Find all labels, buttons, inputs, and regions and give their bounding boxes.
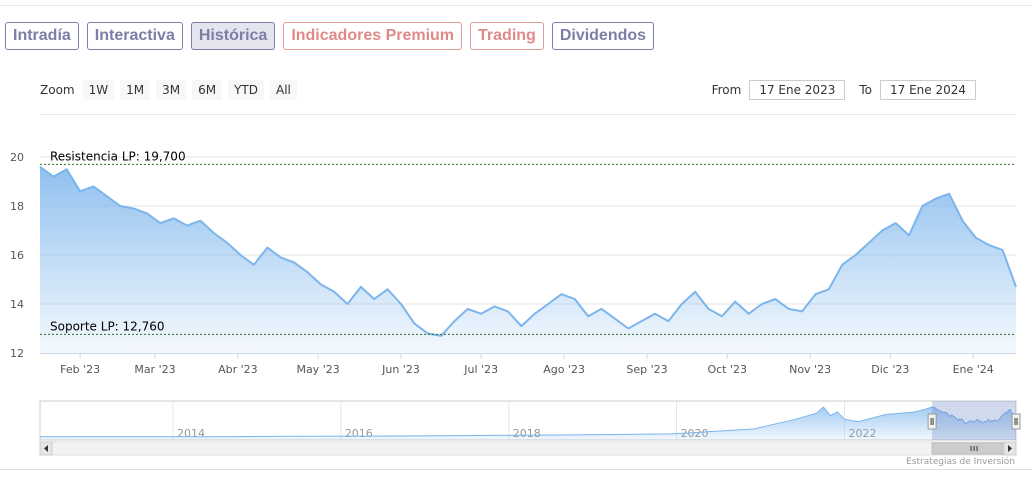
zoom-3m-button[interactable]: 3M [156,80,187,100]
bottom-border [0,469,1032,470]
x-axis-labels: Feb '23 Mar '23 Abr '23 May '23 Jun '23 Jul '… [60,353,994,376]
zoom-6m-button[interactable]: 6M [192,80,223,100]
from-date-input[interactable]: 17 Ene 2023 [749,80,846,100]
resistance-label: Resistencia LP: 19,700 [50,149,186,163]
date-range: From 17 Ene 2023 To 17 Ene 2024 [698,80,976,100]
tab-histórica[interactable]: Histórica [190,22,276,50]
top-border [0,5,1032,6]
x-tick-label: Feb '23 [60,363,100,376]
plot-area [39,165,1017,353]
tab-trading[interactable]: Trading [470,22,544,50]
to-label: To [859,83,872,97]
chart-tabs: Intradía Interactiva Histórica Indicadores … [5,22,655,50]
x-tick-label: Mar '23 [134,363,175,376]
x-tick-label: Jul '23 [463,363,498,376]
scrollbar-track [39,441,1017,456]
x-tick-label: Abr '23 [218,363,258,376]
support-label: Soporte LP: 12,760 [50,319,165,333]
zoom-1w-button[interactable]: 1W [82,80,115,100]
tab-dividendos[interactable]: Dividendos [551,22,655,50]
handle-body [927,413,937,430]
price-line [39,165,1017,337]
y-axis-labels: 12 14 16 18 20 [10,151,24,360]
x-tick-label: Ago '23 [543,363,585,376]
price-area [40,166,1016,353]
x-tick-label: Nov '23 [789,363,831,376]
arrow-left-icon [44,445,48,452]
y-tick-label: 18 [10,200,24,213]
navigator-right-handle[interactable] [1011,413,1021,430]
to-date-input[interactable]: 17 Ene 2024 [879,80,976,100]
navigator-left-handle[interactable] [927,413,937,430]
navigator-line [39,406,1017,438]
navigator-area [40,406,1016,440]
level-lines: Resistencia LP: 19,700 Soporte LP: 12,760 [40,149,1016,335]
y-tick-label: 14 [10,298,24,311]
tab-indicadores-premium[interactable]: Indicadores Premium [283,22,463,50]
y-tick-label: 12 [10,347,24,360]
handle-body [1011,413,1021,430]
y-tick-label: 20 [10,151,24,164]
y-tick-label: 16 [10,249,24,262]
x-tick-label: Oct '23 [707,363,747,376]
tab-intradía[interactable]: Intradía [5,22,79,50]
navigator-selection [932,401,1016,440]
credit-text: Estrategias de Inversión [906,457,1015,467]
tab-interactiva[interactable]: Interactiva [86,22,183,50]
x-tick-label: Ene '24 [953,363,994,376]
navigator: 20142016201820202022 [39,400,1021,456]
zoom-all-button[interactable]: All [270,80,297,100]
x-tick-label: Jun '23 [381,363,420,376]
zoom-controls: Zoom 1W 1M 3M 6M YTD All [40,80,303,100]
toolbar-divider [40,114,1016,115]
zoom-1m-button[interactable]: 1M [120,80,151,100]
zoom-ytd-button[interactable]: YTD [228,80,264,100]
from-label: From [711,83,742,97]
x-tick-label: Dic '23 [871,363,909,376]
zoom-label: Zoom [40,83,75,97]
arrow-right-icon [1008,445,1012,452]
navigator-scrollbar [39,441,1017,456]
x-tick-label: May '23 [296,363,339,376]
x-tick-label: Sep '23 [626,363,667,376]
